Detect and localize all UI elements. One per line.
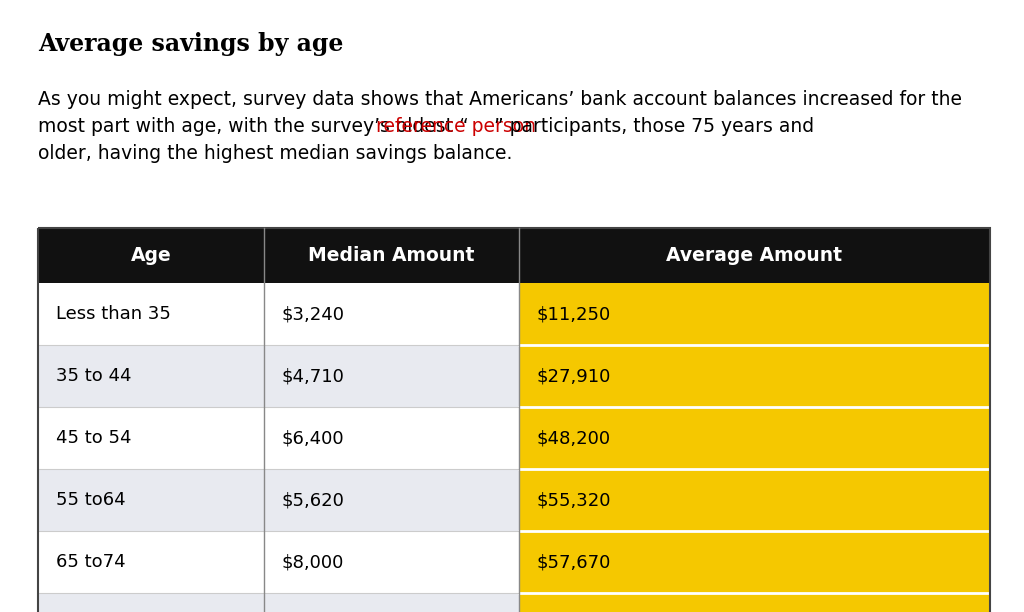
Bar — [519, 469, 990, 531]
Text: most part with age, with the survey’s oldest “: most part with age, with the survey’s ol… — [38, 117, 469, 136]
Text: $48,200: $48,200 — [537, 429, 611, 447]
Text: $5,620: $5,620 — [282, 491, 344, 509]
Bar — [263, 531, 519, 593]
Text: Median Amount: Median Amount — [308, 246, 474, 265]
Bar — [38, 228, 990, 283]
Bar — [519, 345, 990, 407]
Text: 55 to64: 55 to64 — [56, 491, 126, 509]
Bar — [519, 593, 990, 612]
Bar — [38, 531, 263, 593]
Bar — [38, 345, 263, 407]
Bar — [263, 593, 519, 612]
Text: 35 to 44: 35 to 44 — [56, 367, 131, 385]
Text: $3,240: $3,240 — [282, 305, 345, 323]
Text: $27,910: $27,910 — [537, 367, 611, 385]
Bar — [519, 283, 990, 345]
Bar — [263, 407, 519, 469]
Text: 45 to 54: 45 to 54 — [56, 429, 131, 447]
Text: $57,670: $57,670 — [537, 553, 611, 571]
Bar — [38, 283, 263, 345]
Text: Age: Age — [130, 246, 171, 265]
Bar — [519, 531, 990, 593]
Bar — [38, 469, 263, 531]
Text: older, having the highest median savings balance.: older, having the highest median savings… — [38, 144, 512, 163]
Text: Average savings by age: Average savings by age — [38, 32, 343, 56]
Bar — [38, 593, 263, 612]
Text: $6,400: $6,400 — [282, 429, 344, 447]
Text: $8,000: $8,000 — [282, 553, 344, 571]
Text: reference person: reference person — [376, 117, 537, 136]
Text: Average Amount: Average Amount — [667, 246, 843, 265]
Bar — [38, 228, 990, 612]
Bar — [519, 407, 990, 469]
Bar — [263, 345, 519, 407]
Text: $11,250: $11,250 — [537, 305, 611, 323]
Text: As you might expect, survey data shows that Americans’ bank account balances inc: As you might expect, survey data shows t… — [38, 90, 962, 109]
Bar — [263, 283, 519, 345]
Text: 65 to74: 65 to74 — [56, 553, 126, 571]
Text: ” participants, those 75 years and: ” participants, those 75 years and — [494, 117, 814, 136]
Bar — [263, 469, 519, 531]
Text: $55,320: $55,320 — [537, 491, 611, 509]
Text: $4,710: $4,710 — [282, 367, 344, 385]
Bar — [38, 407, 263, 469]
Text: Less than 35: Less than 35 — [56, 305, 171, 323]
